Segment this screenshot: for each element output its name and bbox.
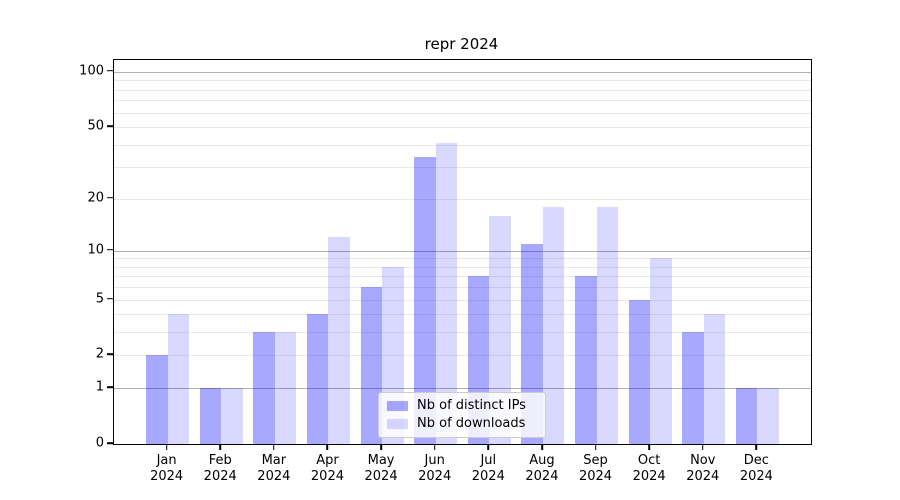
- bar-distinct-ips-mar: [253, 332, 275, 444]
- x-axis-tick-mark: [433, 444, 436, 450]
- legend-label-downloads: Nb of downloads: [417, 416, 526, 431]
- bar-downloads-jul: [489, 215, 511, 444]
- x-axis-tick-mark: [594, 444, 597, 450]
- bar-downloads-feb: [221, 388, 243, 444]
- minor-gridline: [114, 112, 811, 114]
- minor-gridline: [114, 144, 811, 146]
- legend-label-distinct-ips: Nb of distinct IPs: [417, 398, 526, 413]
- y-axis-tick-mark: [107, 248, 113, 251]
- x-axis-tick-mark: [326, 444, 329, 450]
- bar-distinct-ips-nov: [682, 332, 704, 444]
- chart-title: repr 2024: [424, 35, 499, 53]
- y-axis-tick-mark: [107, 386, 113, 388]
- y-axis-tick-label: 20: [87, 190, 104, 205]
- minor-gridline: [114, 266, 811, 268]
- y-axis-tick-label: 50: [87, 118, 104, 134]
- bar-downloads-dec: [757, 388, 779, 444]
- minor-gridline: [114, 258, 811, 260]
- legend-item-downloads: Nb of downloads: [387, 417, 537, 431]
- bar-downloads-aug: [542, 206, 565, 444]
- minor-gridline: [114, 198, 811, 200]
- bar-distinct-ips-jan: [146, 355, 168, 444]
- bar-distinct-ips-oct: [628, 299, 651, 444]
- y-axis-tick-mark: [107, 297, 113, 300]
- x-axis-tick-label: Apr 2024: [310, 452, 344, 484]
- y-axis-tick-label: 0: [95, 435, 104, 451]
- bar-downloads-nov: [703, 314, 726, 444]
- y-axis-tick-mark: [107, 70, 113, 72]
- y-axis-tick-mark: [107, 353, 113, 356]
- x-axis-tick-mark: [273, 444, 275, 450]
- x-axis-tick-mark: [701, 444, 704, 450]
- minor-gridline: [114, 89, 811, 91]
- minor-gridline: [114, 167, 811, 169]
- x-axis-tick-mark: [380, 444, 382, 450]
- x-axis-tick-label: Jul 2024: [471, 452, 505, 484]
- minor-gridline: [114, 276, 811, 278]
- y-axis-tick-label: 10: [87, 242, 104, 258]
- minor-gridline: [114, 332, 811, 334]
- bar-distinct-ips-may: [360, 287, 383, 444]
- minor-gridline: [114, 314, 811, 316]
- bar-downloads-mar: [274, 332, 297, 444]
- minor-gridline: [114, 287, 811, 289]
- y-axis-tick-label: 100: [79, 63, 104, 79]
- x-axis-tick-mark: [755, 444, 758, 450]
- minor-gridline: [114, 80, 811, 82]
- bar-distinct-ips-jun: [414, 157, 436, 444]
- x-axis-tick-label: Dec 2024: [739, 452, 773, 484]
- plot-area: [113, 59, 812, 445]
- bar-downloads-oct: [650, 258, 672, 444]
- x-axis-tick-label: Oct 2024: [632, 452, 666, 484]
- bar-downloads-apr: [328, 237, 350, 444]
- legend-swatch-distinct-ips: [387, 401, 408, 411]
- x-axis-tick-mark: [219, 444, 222, 450]
- y-axis-tick-mark: [107, 442, 113, 444]
- legend: Nb of distinct IPs Nb of downloads: [378, 392, 546, 438]
- y-axis-tick-mark: [107, 125, 113, 127]
- y-axis-tick-label: 2: [95, 346, 104, 362]
- x-axis-tick-label: Sep 2024: [578, 452, 613, 484]
- bar-downloads-jun: [435, 142, 458, 444]
- minor-gridline: [114, 126, 811, 128]
- legend-item-distinct-ips: Nb of distinct IPs: [387, 399, 537, 413]
- x-axis: Jan 2024 Feb 2024 Mar 2024 Apr 2024 May 2024…: [113, 444, 810, 495]
- x-axis-tick-mark: [648, 444, 650, 450]
- x-axis-tick-label: Feb 2024: [203, 452, 237, 484]
- x-axis-tick-mark: [165, 444, 168, 450]
- y-axis-tick-label: 1: [95, 379, 104, 395]
- minor-gridline: [114, 355, 811, 357]
- x-axis-tick-label: Jun 2024: [418, 452, 452, 484]
- x-axis-tick-mark: [487, 444, 490, 450]
- x-axis-tick-label: May 2024: [364, 452, 398, 484]
- major-gridline: [114, 388, 811, 390]
- bar-downloads-sep: [596, 206, 618, 444]
- x-axis-tick-label: Nov 2024: [686, 452, 720, 484]
- x-axis-tick-label: Jan 2024: [150, 452, 184, 484]
- y-axis-tick-label: 5: [95, 291, 104, 307]
- major-gridline: [114, 71, 811, 73]
- minor-gridline: [114, 299, 811, 301]
- x-axis-tick-label: Mar 2024: [257, 452, 291, 484]
- major-gridline: [114, 250, 811, 252]
- bar-distinct-ips-dec: [735, 388, 758, 444]
- bar-distinct-ips-feb: [199, 388, 222, 444]
- bar-distinct-ips-sep: [575, 276, 597, 444]
- minor-gridline: [114, 100, 811, 102]
- bar-distinct-ips-apr: [307, 314, 329, 444]
- x-axis-tick-label: Aug 2024: [525, 452, 559, 484]
- legend-swatch-downloads: [387, 419, 408, 429]
- y-axis-tick-mark: [107, 196, 113, 199]
- x-axis-tick-mark: [541, 444, 543, 450]
- bar-downloads-jan: [167, 314, 190, 444]
